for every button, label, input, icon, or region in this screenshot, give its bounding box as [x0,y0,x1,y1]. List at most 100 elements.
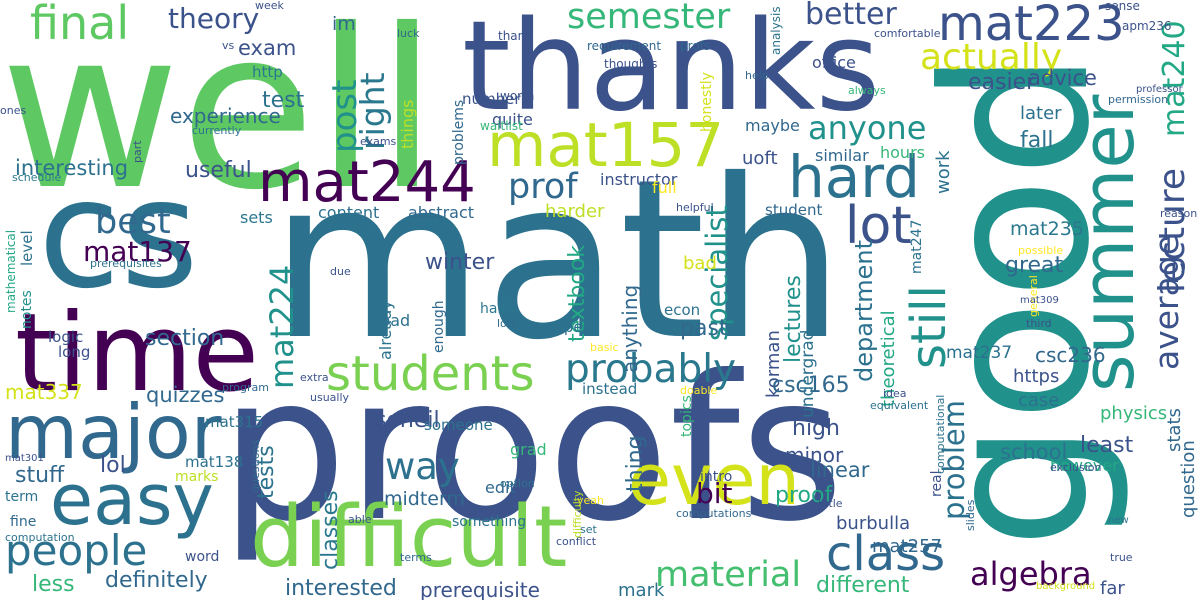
word-fall: fall [1020,128,1054,153]
word-half: half [480,301,507,317]
word-im: im [332,13,356,35]
word-slides: slides [964,499,977,532]
word-someone: someone [424,416,493,434]
word-useful: useful [185,158,252,183]
word-mat244: mat244 [258,150,476,215]
word-even: even [628,439,800,521]
word-best: best [95,202,171,242]
word-experience: experience [170,104,281,128]
word-quizzes: quizzes [146,383,225,407]
word-mat237: mat237 [946,343,1013,363]
word-thoughts: thoughts [604,57,658,71]
word-doable: doable [680,384,718,397]
word-things: things [398,99,417,150]
word-notes: notes [19,289,35,329]
word-easier: easier [968,70,1036,95]
word-http: http [252,63,283,81]
word-computational: computational [934,394,947,475]
word-mat137: mat137 [83,235,192,268]
word-terms: terms [400,551,432,564]
word-work: work [933,149,954,194]
word-conflict: conflict [556,535,597,548]
word-uoft: uoft [742,148,778,169]
word-post: post [325,79,365,154]
word-abstract: abstract [408,203,475,222]
word-case: case [1018,390,1060,411]
word-proof: proof [775,483,833,508]
word-long: long [58,343,91,361]
word-classes: classes [318,489,343,570]
word-requirement: requirement [587,39,662,53]
word-students: students [326,346,535,402]
word-office: office [812,53,856,72]
word-topics: topics [679,394,695,437]
word-thing: thing [623,434,648,492]
word-always: always [848,84,886,97]
word-well: well [0,0,438,238]
word-test: test [262,88,305,113]
word-however: however [1050,456,1119,475]
word-help: help [745,69,769,82]
word-apm236: apm236 [1122,19,1172,33]
word-later: later [1020,103,1062,124]
word-set: set [580,523,597,536]
word-mat247: mat247 [909,219,925,275]
word-harder: harder [545,201,605,222]
word-actually: actually [920,37,1063,78]
word-fine: fine [10,514,37,530]
word-sense: sense [1105,0,1140,13]
word-basic: basic [590,341,619,354]
word-word: word [185,549,220,565]
word-mat138: mat138 [185,453,244,471]
word-interesting: interesting [15,156,129,180]
word-exams: exams [360,135,397,148]
word-semester: semester [567,0,731,37]
word-possible: possible [1018,244,1064,257]
word-number: number [462,90,521,108]
word-interested: interested [285,576,397,600]
word-mat337: mat337 [5,380,83,404]
word-prof: prof [508,167,578,207]
word-high: high [792,416,840,441]
word-level: level [18,229,36,266]
word-school: school [1000,440,1068,464]
word-winter: winter [425,250,495,275]
word-mat223: mat223 [938,0,1125,52]
word-physics: physics [1100,403,1168,424]
word-section: section [145,326,225,351]
word-thanks: thanks [462,0,881,139]
word-grad: grad [510,440,547,459]
word-least: least [1080,433,1134,458]
word-little: little [818,497,843,510]
word-exclusion: exclusion [1050,461,1102,474]
word-enough: enough [431,299,447,353]
word-burbulla: burbulla [836,513,911,534]
word-exam: exam [238,36,297,60]
word-difficult: difficult [250,488,568,587]
word-mark: mark [618,580,665,600]
word-full: full [652,178,677,197]
word-midterm: midterm [384,488,465,510]
word-final: final [30,0,130,50]
word-week: week [255,0,284,12]
word-student: student [765,201,823,219]
word-advice: advice [1028,66,1097,90]
word-material: material [655,555,802,595]
word-linear: linear [810,458,870,482]
word-less: less [32,572,75,597]
word-maybe: maybe [745,116,800,135]
word-edit: edit [485,478,516,497]
word-program: program [222,381,269,394]
word-helpful: helpful [676,201,714,214]
word-lot: lot [845,196,912,256]
word-profs: profs [680,39,711,53]
word-easy: easy [50,459,214,541]
word-average: average [1147,235,1186,371]
word-mat240: mat240 [1157,19,1192,137]
word-mat257: mat257 [872,536,942,557]
word-theory: theory [168,2,260,35]
word-mat235: mat235 [1010,218,1084,240]
word-mat224: mat224 [263,265,301,390]
word-csc236: csc236 [1035,343,1106,367]
word-marks: marks [175,469,219,485]
